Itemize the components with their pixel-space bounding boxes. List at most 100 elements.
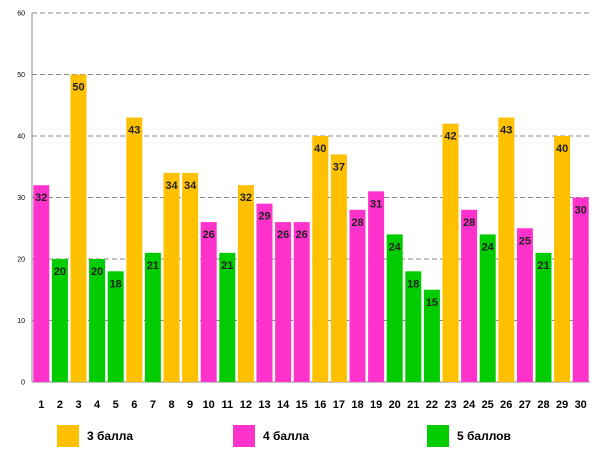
- data-label: 24: [389, 241, 402, 253]
- data-label: 20: [54, 266, 66, 278]
- x-tick-label: 13: [258, 399, 270, 411]
- x-tick-label: 19: [370, 399, 382, 411]
- bar: [554, 136, 571, 382]
- x-tick-label: 17: [333, 399, 345, 411]
- data-label: 26: [296, 229, 308, 241]
- x-tick-label: 12: [240, 399, 252, 411]
- legend: 3 балла 4 балла 5 баллов: [0, 425, 594, 455]
- legend-label-4-points: 4 балла: [263, 429, 310, 443]
- x-tick-label: 21: [407, 399, 419, 411]
- y-tick-label: 40: [17, 134, 25, 141]
- bar: [33, 185, 50, 382]
- x-tick-label: 1: [38, 399, 44, 411]
- x-tick-label: 2: [57, 399, 63, 411]
- bar: [89, 259, 106, 382]
- y-tick-label: 30: [17, 195, 25, 202]
- data-label: 32: [35, 192, 47, 204]
- bar: [330, 154, 347, 382]
- data-label: 31: [370, 198, 382, 210]
- x-tick-label: 6: [131, 399, 137, 411]
- x-tick-label: 14: [277, 399, 290, 411]
- bar: [516, 228, 533, 382]
- data-label: 32: [240, 192, 252, 204]
- bar: [256, 203, 273, 382]
- legend-item-5-points: 5 баллов: [427, 425, 511, 447]
- data-label: 40: [556, 143, 568, 155]
- bar: [200, 222, 217, 382]
- data-label: 24: [482, 241, 495, 253]
- data-label: 21: [147, 260, 159, 272]
- legend-label-5-points: 5 баллов: [457, 429, 511, 443]
- x-tick-label: 22: [426, 399, 438, 411]
- data-label: 18: [407, 278, 419, 290]
- data-label: 30: [575, 205, 587, 217]
- x-tick-label: 25: [482, 399, 494, 411]
- data-label: 26: [277, 229, 289, 241]
- data-label: 29: [258, 211, 270, 223]
- bar: [386, 234, 403, 382]
- x-tick-label: 16: [314, 399, 326, 411]
- data-label: 21: [537, 260, 549, 272]
- bar: [312, 136, 329, 382]
- data-label: 28: [351, 217, 363, 229]
- bar: [293, 222, 310, 382]
- bar: [423, 289, 440, 382]
- bar: [498, 117, 515, 383]
- x-tick-label: 3: [75, 399, 81, 411]
- x-tick-label: 30: [575, 399, 587, 411]
- data-label: 26: [203, 229, 215, 241]
- legend-item-3-points: 3 балла: [57, 425, 133, 447]
- bar: [126, 117, 143, 383]
- x-tick-label: 10: [203, 399, 215, 411]
- bar-chart: 0 10 20 30 40 50 60 32 1 20 2 50 3 20 4 18 5 43 6 21 7 34 8 34 9…: [17, 11, 590, 411]
- x-tick-label: 29: [556, 399, 568, 411]
- x-tick-label: 7: [150, 399, 156, 411]
- x-tick-label: 27: [519, 399, 531, 411]
- legend-swatch-5-points: [427, 425, 449, 447]
- data-label: 21: [221, 260, 233, 272]
- data-label: 42: [444, 131, 456, 143]
- y-tick-label: 50: [17, 72, 25, 79]
- data-label: 34: [165, 180, 178, 192]
- bar: [405, 271, 422, 382]
- x-tick-label: 26: [500, 399, 512, 411]
- bar: [461, 209, 478, 382]
- x-tick-label: 23: [444, 399, 456, 411]
- x-tick-label: 11: [221, 399, 233, 411]
- bar: [349, 209, 366, 382]
- bar: [163, 172, 180, 382]
- bar: [572, 197, 589, 382]
- bar: [219, 252, 236, 382]
- data-label: 40: [314, 143, 326, 155]
- bar: [442, 123, 459, 382]
- bar: [479, 234, 496, 382]
- legend-swatch-4-points: [233, 425, 255, 447]
- bar: [144, 252, 161, 382]
- data-label: 50: [72, 82, 84, 94]
- bar: [70, 74, 87, 382]
- x-tick-label: 18: [351, 399, 363, 411]
- data-label: 37: [333, 161, 345, 173]
- x-tick-label: 8: [168, 399, 174, 411]
- data-label: 20: [91, 266, 103, 278]
- y-tick-label: 0: [21, 380, 25, 387]
- bar: [182, 172, 199, 382]
- bar: [237, 185, 254, 382]
- data-label: 25: [519, 235, 531, 247]
- data-label: 15: [426, 297, 438, 309]
- x-tick-label: 5: [113, 399, 119, 411]
- bar: [275, 222, 292, 382]
- data-label: 43: [500, 125, 512, 137]
- y-tick-label: 60: [17, 11, 25, 18]
- legend-item-4-points: 4 балла: [233, 425, 309, 447]
- data-label: 34: [184, 180, 197, 192]
- x-tick-label: 20: [389, 399, 401, 411]
- bar: [51, 259, 68, 382]
- y-tick-label: 10: [17, 318, 25, 325]
- bar: [535, 252, 552, 382]
- data-label: 18: [110, 278, 122, 290]
- legend-swatch-3-points: [57, 425, 79, 447]
- legend-label-3-points: 3 балла: [87, 429, 134, 443]
- bar: [107, 271, 124, 382]
- y-tick-label: 20: [17, 257, 25, 264]
